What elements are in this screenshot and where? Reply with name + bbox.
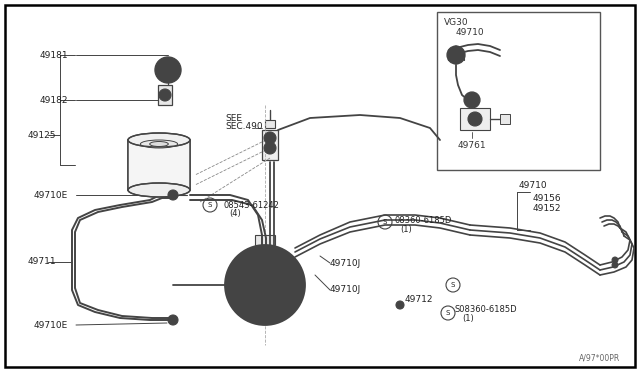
Text: 49711: 49711 — [28, 257, 56, 266]
Text: S: S — [446, 310, 450, 316]
Text: S: S — [383, 219, 387, 225]
Bar — [460, 108, 490, 130]
Circle shape — [168, 190, 178, 200]
Bar — [255, 235, 275, 245]
Text: 49710J: 49710J — [330, 285, 361, 295]
Circle shape — [276, 296, 282, 302]
Text: 49182: 49182 — [40, 96, 68, 105]
Circle shape — [155, 57, 181, 83]
Text: 49181: 49181 — [40, 51, 68, 60]
Circle shape — [612, 257, 618, 263]
Circle shape — [264, 132, 276, 144]
Circle shape — [225, 245, 305, 325]
Text: 49710: 49710 — [456, 28, 484, 36]
Circle shape — [468, 112, 482, 126]
Bar — [500, 114, 510, 124]
Circle shape — [612, 262, 618, 268]
Text: 49125: 49125 — [28, 131, 56, 140]
Text: (1): (1) — [462, 314, 474, 324]
Bar — [128, 140, 190, 190]
Ellipse shape — [150, 141, 168, 147]
Text: 49710: 49710 — [519, 180, 548, 189]
Ellipse shape — [140, 140, 178, 148]
Text: SEC.490: SEC.490 — [225, 122, 262, 131]
Text: 49152: 49152 — [533, 203, 561, 212]
Text: (1): (1) — [400, 224, 412, 234]
Ellipse shape — [128, 183, 190, 197]
Text: S: S — [208, 202, 212, 208]
Circle shape — [235, 255, 295, 315]
Circle shape — [160, 62, 176, 78]
Circle shape — [243, 263, 287, 307]
Circle shape — [159, 89, 171, 101]
Bar — [262, 130, 278, 160]
Text: S08360-6185D: S08360-6185D — [455, 305, 518, 314]
Text: 49712: 49712 — [405, 295, 433, 305]
Circle shape — [248, 296, 254, 302]
Text: 49156: 49156 — [533, 193, 562, 202]
Circle shape — [264, 142, 276, 154]
Circle shape — [464, 92, 480, 108]
Text: 49710E: 49710E — [34, 190, 68, 199]
Circle shape — [258, 278, 272, 292]
Circle shape — [248, 268, 254, 274]
Circle shape — [396, 301, 404, 309]
Text: 08543-61242: 08543-61242 — [224, 201, 280, 209]
Bar — [158, 85, 172, 105]
Text: (4): (4) — [229, 208, 241, 218]
Circle shape — [168, 315, 178, 325]
Circle shape — [229, 249, 301, 321]
Text: SEE: SEE — [225, 113, 242, 122]
Text: S: S — [451, 282, 455, 288]
Text: 49710J: 49710J — [330, 259, 361, 267]
Circle shape — [447, 46, 465, 64]
Bar — [265, 120, 275, 128]
Text: 49710E: 49710E — [34, 321, 68, 330]
Ellipse shape — [128, 133, 190, 147]
Circle shape — [276, 268, 282, 274]
Bar — [437, 12, 600, 170]
Bar — [128, 140, 190, 190]
Text: A/97*00PR: A/97*00PR — [579, 353, 620, 362]
Text: 49761: 49761 — [458, 141, 486, 150]
Text: VG30: VG30 — [444, 17, 468, 26]
Text: 08360-6185D: 08360-6185D — [395, 215, 452, 224]
